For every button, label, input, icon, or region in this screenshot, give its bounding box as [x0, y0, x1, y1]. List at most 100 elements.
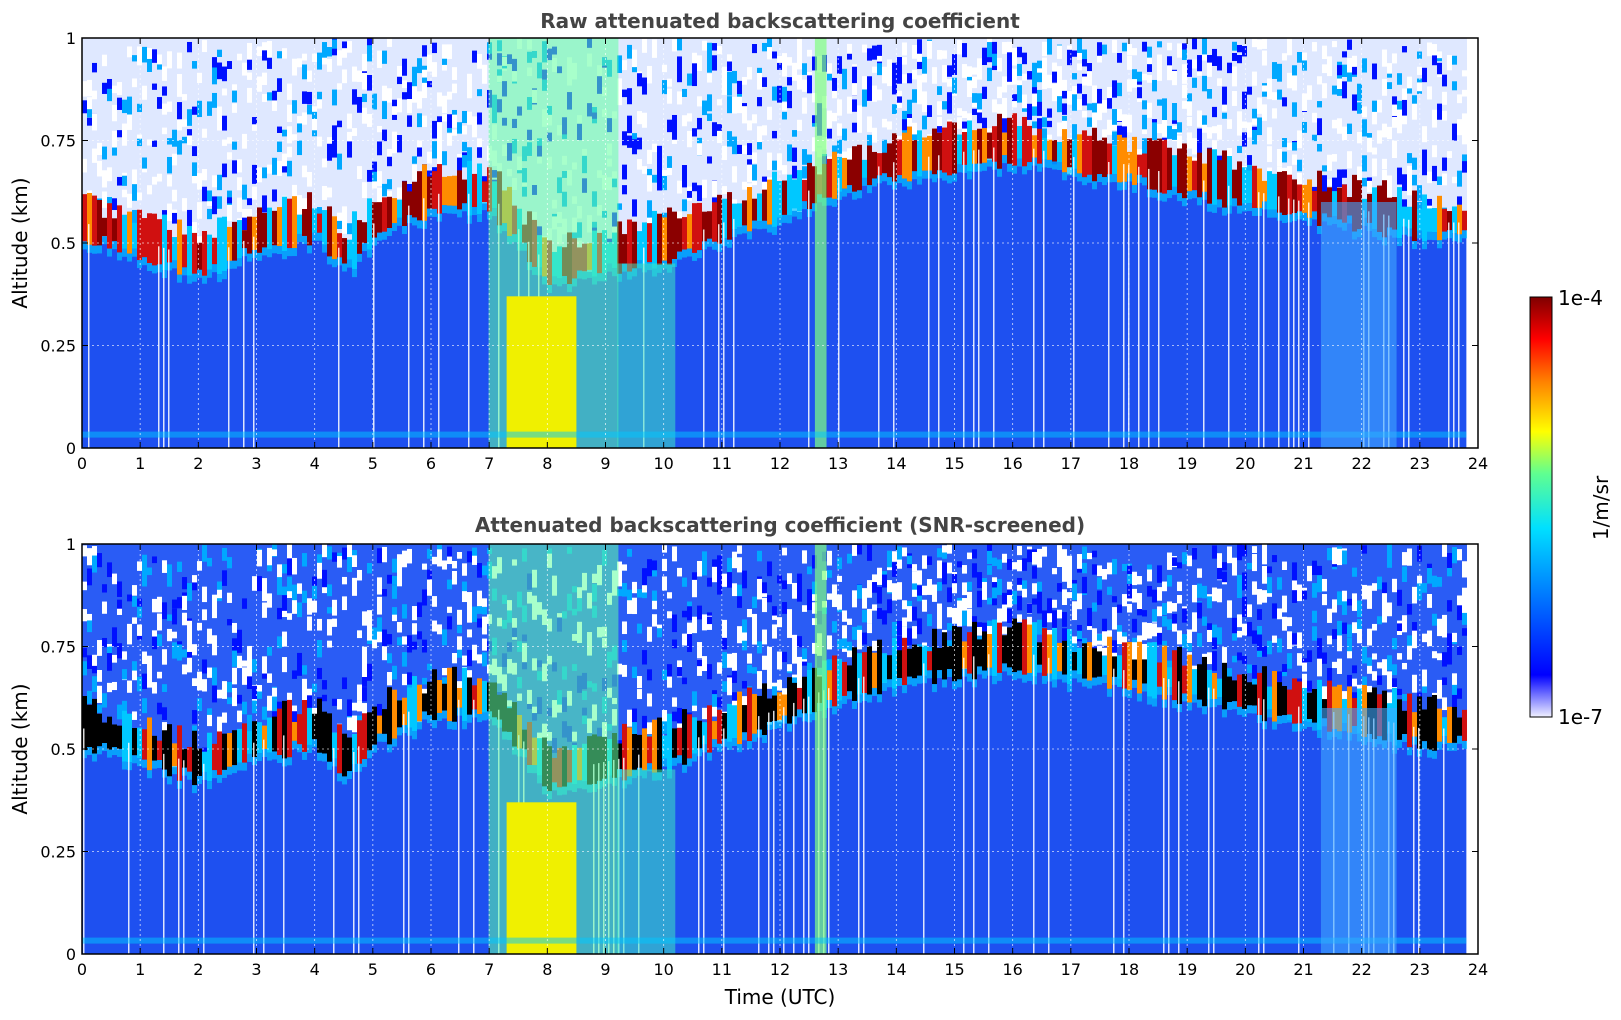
heatmap-speckle: [92, 554, 97, 573]
heatmap-speckle: [907, 99, 912, 114]
heatmap-speckle: [1162, 120, 1167, 137]
heatmap-speckle: [1092, 602, 1097, 612]
heatmap-speckle: [1452, 55, 1457, 65]
heatmap-speckle: [1342, 51, 1347, 58]
heatmap-transition-cell: [137, 260, 142, 269]
heatmap-speckle: [237, 197, 242, 212]
heatmap-layer-cell: [1052, 628, 1057, 680]
heatmap-layer-cell: [302, 700, 307, 752]
heatmap-speckle: [152, 636, 157, 650]
heatmap-transition-cell: [697, 250, 702, 259]
heatmap-speckle: [647, 559, 652, 577]
heatmap-speckle: [767, 561, 772, 577]
heatmap-transition-cell: [117, 252, 122, 261]
heatmap-layer-cell: [372, 706, 377, 745]
heatmap-speckle: [237, 159, 242, 173]
heatmap-speckle: [297, 58, 302, 68]
heatmap-speckle: [937, 86, 942, 95]
heatmap-layer-cell: [1292, 179, 1297, 214]
heatmap-speckle: [962, 121, 967, 139]
heatmap-transition-cell: [172, 766, 177, 775]
heatmap-speckle: [1057, 557, 1062, 567]
heatmap-speckle: [937, 50, 942, 60]
heatmap-layer-cell: [172, 743, 177, 767]
heatmap-speckle: [652, 560, 657, 571]
heatmap-speckle: [1177, 43, 1182, 58]
heatmap-transition-cell: [402, 226, 407, 235]
heatmap-speckle: [972, 67, 977, 75]
heatmap-noise-column: [407, 544, 412, 712]
x-tick-label: 18: [1119, 454, 1139, 473]
heatmap-speckle: [907, 628, 912, 646]
heatmap-speckle: [1417, 185, 1422, 201]
heatmap-transition-cell: [457, 209, 462, 218]
heatmap-speckle: [1142, 622, 1147, 635]
heatmap-speckle: [1002, 626, 1007, 634]
heatmap-speckle: [1422, 149, 1427, 163]
heatmap-speckle: [772, 625, 777, 639]
heatmap-speckle: [1212, 48, 1217, 66]
heatmap-layer-cell: [1122, 137, 1127, 182]
heatmap-speckle: [757, 72, 762, 90]
heatmap-speckle: [797, 573, 802, 591]
heatmap-speckle: [962, 565, 967, 574]
heatmap-layer-cell: [1267, 686, 1272, 710]
heatmap-speckle: [227, 592, 232, 603]
heatmap-speckle: [252, 117, 257, 125]
heatmap-noise-column: [1077, 38, 1082, 158]
heatmap-speckle: [1062, 589, 1067, 606]
heatmap-speckle: [437, 92, 442, 107]
heatmap-speckle: [732, 670, 737, 683]
heatmap-speckle: [257, 76, 262, 92]
heatmap-transition-cell: [382, 733, 387, 742]
heatmap-speckle: [707, 73, 712, 83]
heatmap-speckle: [1407, 153, 1412, 164]
heatmap-noise-column: [1327, 544, 1332, 712]
heatmap-noise-column: [1227, 544, 1232, 692]
heatmap-speckle: [262, 72, 267, 86]
heatmap-transition-cell: [1412, 241, 1417, 250]
heatmap-speckle: [1107, 86, 1112, 101]
heatmap-transition-cell: [387, 227, 392, 236]
heatmap-speckle: [1152, 79, 1157, 92]
heatmap-speckle: [142, 164, 147, 173]
heatmap-speckle: [392, 585, 397, 599]
heatmap-speckle: [232, 84, 237, 94]
heatmap-layer-cell: [1427, 208, 1432, 232]
heatmap-transition-cell: [847, 691, 852, 700]
heatmap-speckle: [1037, 619, 1042, 635]
heatmap-noise-column: [247, 544, 252, 745]
heatmap-layer-cell: [722, 712, 727, 739]
heatmap-layer-cell: [787, 174, 792, 216]
heatmap-layer-cell: [442, 683, 447, 711]
heatmap-speckle: [1157, 41, 1162, 48]
heatmap-speckle: [242, 208, 247, 222]
heatmap-noise-column: [237, 38, 242, 244]
heatmap-speckle: [1127, 114, 1132, 133]
heatmap-transition-cell: [82, 241, 87, 250]
heatmap-noise-column: [747, 544, 752, 720]
heatmap-speckle: [417, 113, 422, 128]
heatmap-speckle: [997, 104, 1002, 120]
heatmap-speckle: [1287, 142, 1292, 151]
heatmap-speckle: [1322, 686, 1327, 702]
heatmap-speckle: [787, 90, 792, 109]
heatmap-speckle: [842, 610, 847, 622]
heatmap-noise-column: [652, 38, 657, 246]
heatmap-speckle: [367, 563, 372, 574]
heatmap-speckle: [82, 545, 87, 557]
heatmap-speckle: [762, 655, 767, 670]
heatmap-speckle: [442, 668, 447, 676]
heatmap-transition-cell: [1102, 674, 1107, 683]
heatmap-layer-cell: [727, 703, 732, 742]
heatmap-noise-column: [87, 38, 92, 225]
heatmap-speckle: [1067, 574, 1072, 589]
heatmap-speckle: [902, 626, 907, 639]
heatmap-speckle: [1122, 563, 1127, 572]
heatmap-speckle: [442, 629, 447, 646]
heatmap-transition-cell: [297, 744, 302, 753]
heatmap-layer-cell: [1277, 682, 1282, 716]
heatmap-speckle: [82, 581, 87, 591]
heatmap-speckle: [752, 44, 757, 54]
heatmap-speckle: [647, 200, 652, 218]
